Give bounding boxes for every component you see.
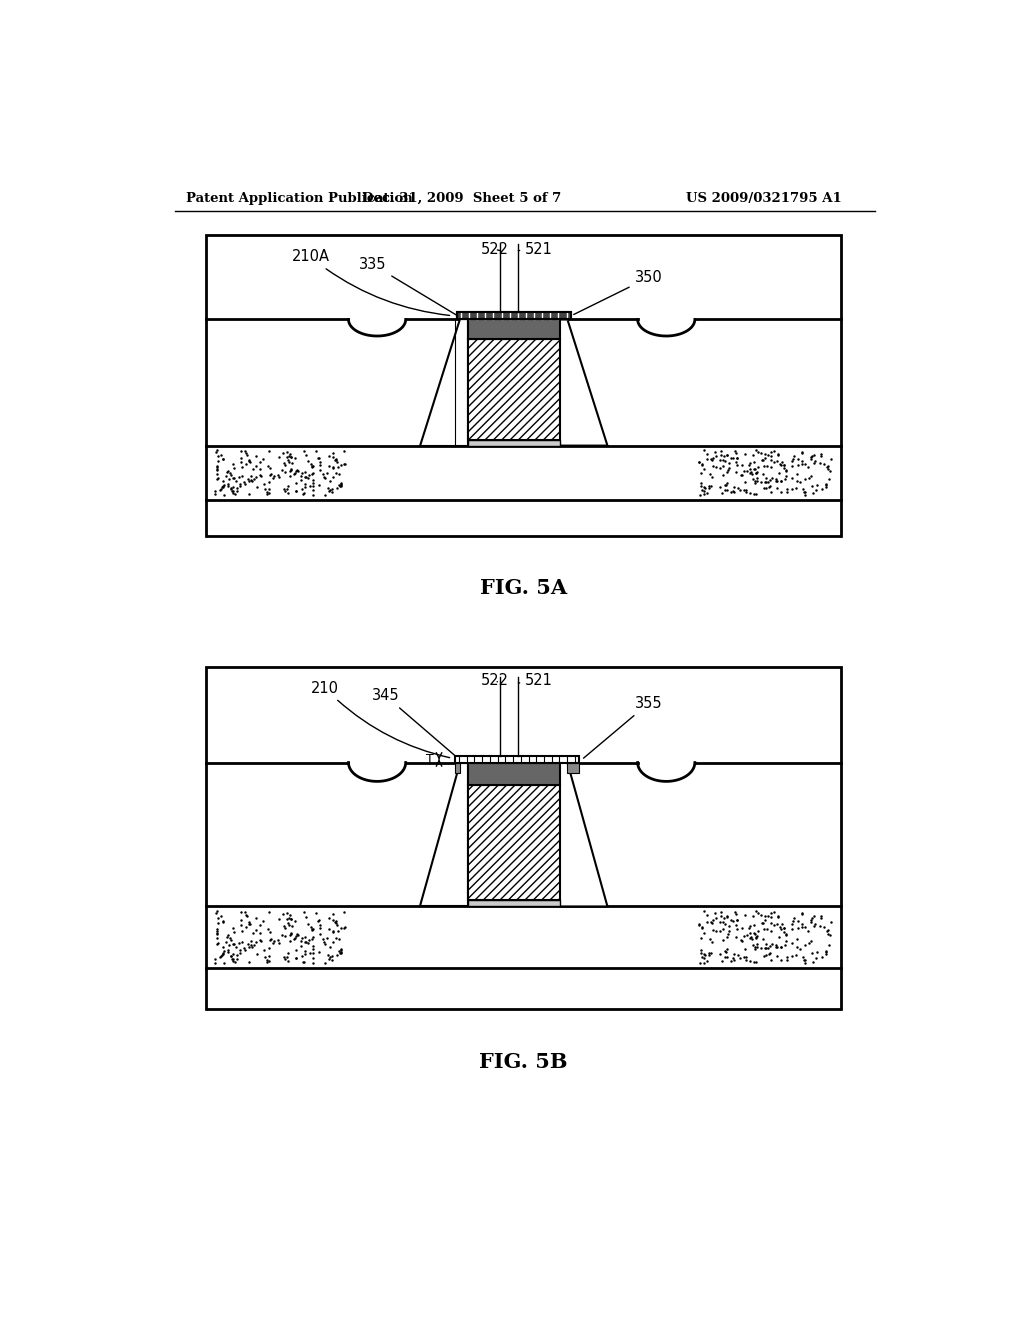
Bar xyxy=(468,900,560,907)
Bar xyxy=(206,235,841,536)
Text: 521: 521 xyxy=(518,242,553,257)
Bar xyxy=(455,756,579,763)
Polygon shape xyxy=(567,763,579,772)
Bar xyxy=(468,785,560,900)
Text: 210A: 210A xyxy=(292,249,450,315)
Bar xyxy=(468,319,560,339)
Text: 345: 345 xyxy=(372,688,458,758)
Bar xyxy=(468,763,560,785)
Text: 522: 522 xyxy=(480,242,509,257)
Text: US 2009/0321795 A1: US 2009/0321795 A1 xyxy=(686,191,842,205)
Text: T: T xyxy=(426,752,434,766)
Bar xyxy=(457,312,570,319)
Bar xyxy=(457,312,570,319)
Polygon shape xyxy=(420,319,468,446)
Text: Dec. 31, 2009  Sheet 5 of 7: Dec. 31, 2009 Sheet 5 of 7 xyxy=(361,191,561,205)
Text: FIG. 5A: FIG. 5A xyxy=(479,578,567,598)
Polygon shape xyxy=(560,319,607,446)
Polygon shape xyxy=(455,763,460,772)
Text: Patent Application Publication: Patent Application Publication xyxy=(186,191,413,205)
Bar xyxy=(468,339,560,440)
Bar xyxy=(206,667,841,1010)
Text: 522: 522 xyxy=(480,673,509,688)
Text: FIG. 5B: FIG. 5B xyxy=(479,1052,567,1072)
Polygon shape xyxy=(420,763,468,907)
Text: 335: 335 xyxy=(359,257,458,315)
Polygon shape xyxy=(560,763,607,907)
Text: 350: 350 xyxy=(573,271,663,314)
Text: 210: 210 xyxy=(311,681,450,758)
Text: 355: 355 xyxy=(584,696,663,758)
Bar xyxy=(468,440,560,446)
Text: 521: 521 xyxy=(518,673,553,688)
